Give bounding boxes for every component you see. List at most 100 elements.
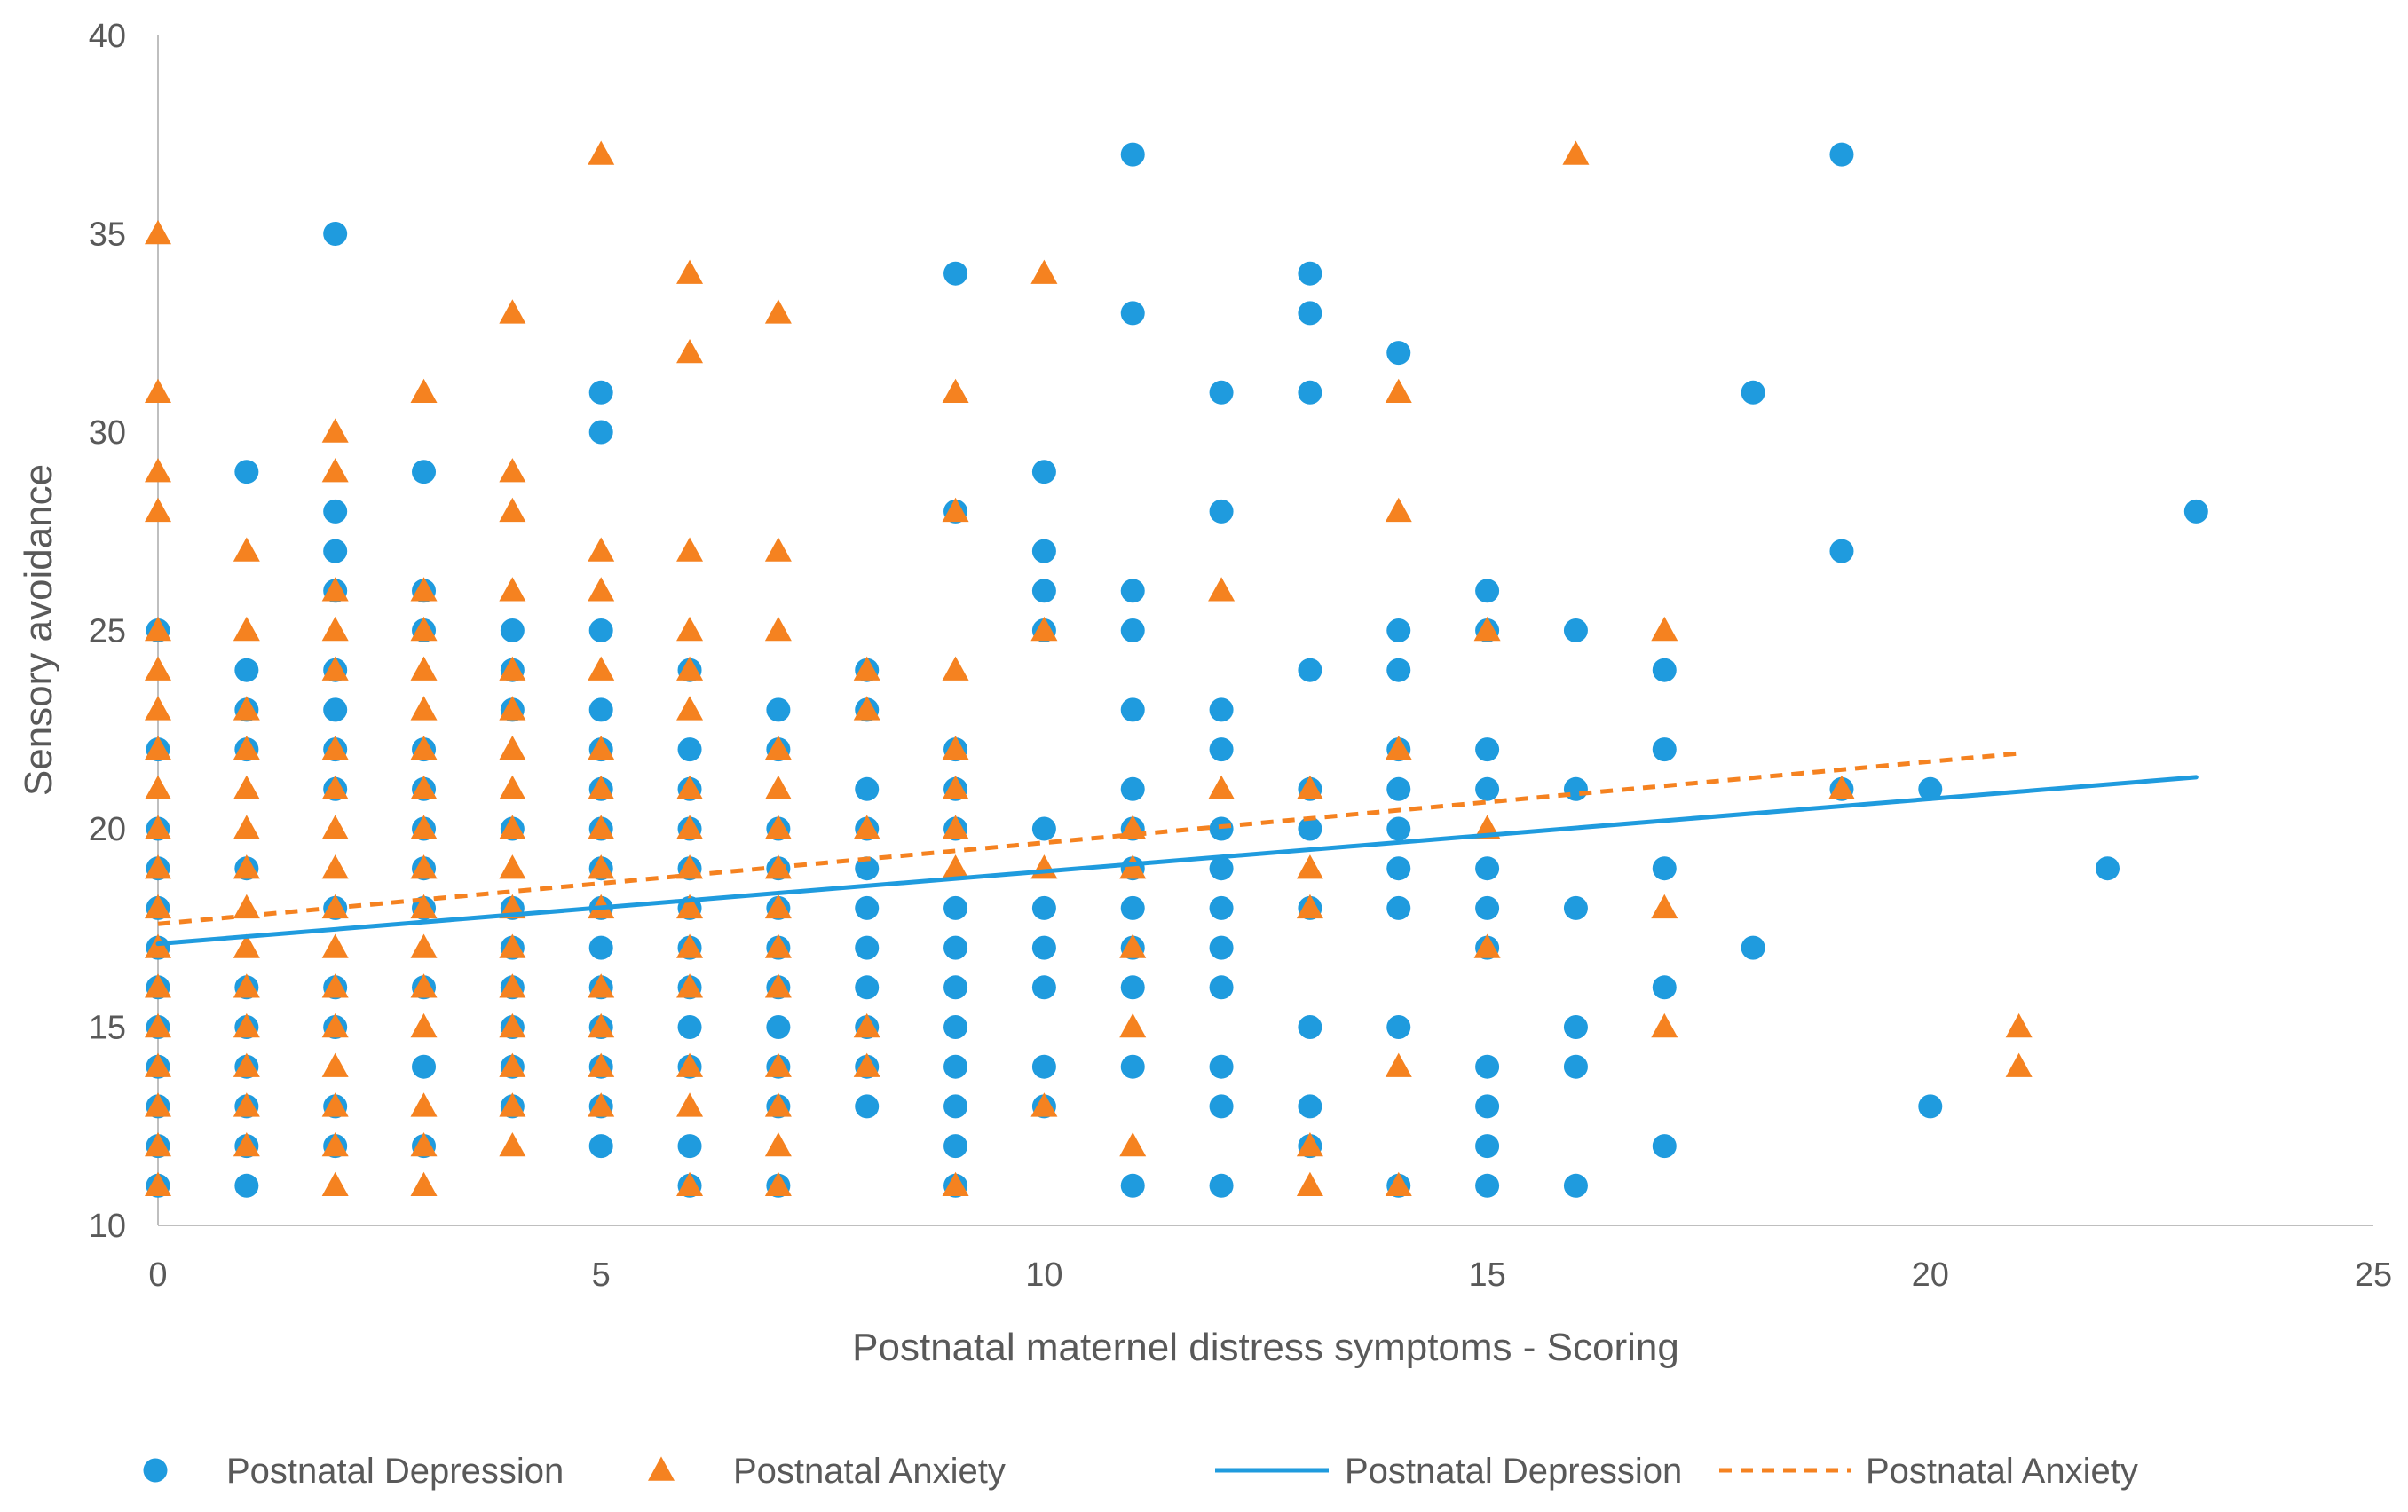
postnatal-depression-point: [1563, 895, 1588, 920]
postnatal-depression-point: [588, 420, 613, 445]
postnatal-anxiety-point: [588, 1012, 615, 1038]
postnatal-depression-point: [1120, 776, 1145, 801]
postnatal-anxiety-point: [410, 1012, 438, 1038]
postnatal-anxiety-point: [764, 1132, 792, 1157]
postnatal-anxiety-point: [676, 339, 704, 364]
postnatal-depression-point: [323, 222, 348, 246]
axes: [157, 35, 2373, 1226]
postnatal-anxiety-point: [853, 815, 880, 839]
postnatal-depression-point: [1120, 1173, 1145, 1198]
postnatal-anxiety-point: [233, 894, 260, 919]
postnatal-depression-point: [1475, 895, 1500, 920]
postnatal-depression-point: [677, 1015, 702, 1039]
postnatal-anxiety-point: [410, 815, 438, 839]
postnatal-depression-point: [1298, 1094, 1322, 1119]
postnatal-anxiety-point: [1296, 1171, 1323, 1196]
postnatal-anxiety-point: [942, 497, 969, 523]
postnatal-depression-point: [1652, 658, 1677, 682]
postnatal-anxiety-point: [764, 815, 792, 839]
postnatal-anxiety-point: [145, 933, 171, 958]
x-axis-title: Postnatal maternel distress symptoms - S…: [852, 1326, 1679, 1369]
postnatal-depression-point: [1120, 975, 1145, 1000]
postnatal-anxiety-point: [321, 933, 349, 958]
postnatal-anxiety-point: [499, 933, 526, 958]
postnatal-depression-point: [943, 1054, 968, 1079]
postnatal-depression-point: [1563, 1015, 1588, 1039]
postnatal-anxiety-point: [410, 656, 438, 681]
x-tick-label: 20: [1912, 1256, 1949, 1294]
postnatal-depression-point: [943, 1094, 968, 1119]
postnatal-anxiety-point: [145, 854, 171, 879]
postnatal-anxiety-point: [145, 378, 171, 403]
postnatal-anxiety-point: [410, 577, 438, 602]
y-tick-label: 20: [89, 811, 126, 848]
postnatal-anxiety-point: [145, 1132, 171, 1157]
postnatal-anxiety-point: [764, 616, 792, 642]
postnatal-depression-point: [588, 697, 613, 722]
postnatal-anxiety-point: [321, 1012, 349, 1038]
postnatal-depression-point: [1386, 1015, 1411, 1039]
postnatal-depression-point: [323, 499, 348, 524]
postnatal-anxiety-point: [676, 1092, 704, 1117]
postnatal-depression-point: [1563, 618, 1588, 642]
postnatal-depression-point: [1298, 658, 1322, 682]
postnatal-anxiety-point: [321, 1052, 349, 1077]
postnatal-depression-point: [1031, 975, 1056, 1000]
postnatal-anxiety-point: [499, 1132, 526, 1157]
postnatal-anxiety-point: [145, 775, 171, 799]
postnatal-depression-point: [855, 776, 880, 801]
postnatal-anxiety-point: [233, 854, 260, 879]
y-tick-label: 15: [89, 1010, 126, 1047]
postnatal-anxiety-point: [764, 299, 792, 324]
y-tick-label: 30: [89, 414, 126, 452]
postnatal-anxiety-point: [233, 616, 260, 642]
postnatal-anxiety-point: [676, 1052, 704, 1077]
postnatal-depression-point: [677, 737, 702, 762]
postnatal-depression-point: [1031, 1054, 1056, 1079]
postnatal-anxiety-point: [588, 815, 615, 839]
postnatal-anxiety-point: [1030, 616, 1058, 642]
postnatal-depression-point: [588, 618, 613, 642]
postnatal-anxiety-point: [588, 854, 615, 879]
y-tick-label: 10: [89, 1208, 126, 1245]
postnatal-depression-point: [234, 460, 259, 484]
postnatal-anxiety-point: [499, 458, 526, 483]
postnatal-depression-point: [855, 975, 880, 1000]
postnatal-anxiety-point: [145, 1092, 171, 1117]
postnatal-anxiety-point: [1651, 894, 1678, 919]
postnatal-anxiety-point: [676, 815, 704, 839]
postnatal-depression-point: [1475, 1134, 1500, 1159]
postnatal-depression-point: [1031, 816, 1056, 841]
postnatal-depression-point: [1918, 776, 1943, 801]
postnatal-depression-point: [1475, 776, 1500, 801]
legend-postnatal-depression-marker: [143, 1458, 168, 1483]
postnatal-anxiety-point: [499, 1052, 526, 1077]
y-tick-label: 40: [89, 18, 126, 55]
postnatal-depression-point: [943, 261, 968, 286]
postnatal-anxiety-point: [321, 458, 349, 483]
postnatal-anxiety-point: [499, 1012, 526, 1038]
y-tick-labels: 10 15 20 25 30 35 40: [89, 18, 126, 1245]
postnatal-anxiety-point: [499, 577, 526, 602]
postnatal-depression-point: [1652, 975, 1677, 1000]
postnatal-anxiety-point: [1828, 775, 1855, 799]
postnatal-depression-point: [1652, 856, 1677, 881]
postnatal-depression-trendline: [155, 775, 2199, 947]
postnatal-depression-point: [1563, 1054, 1588, 1079]
postnatal-anxiety-point: [853, 696, 880, 721]
postnatal-anxiety-point: [410, 378, 438, 403]
postnatal-anxiety-point: [676, 775, 704, 799]
postnatal-anxiety-point: [499, 656, 526, 681]
postnatal-anxiety-point: [145, 696, 171, 721]
postnatal-depression-point: [1386, 776, 1411, 801]
postnatal-anxiety-point: [942, 378, 969, 403]
postnatal-depression-point: [1918, 1094, 1943, 1119]
postnatal-anxiety-point: [588, 656, 615, 681]
postnatal-depression-point: [1298, 301, 1322, 326]
postnatal-anxiety-point: [1473, 933, 1501, 958]
postnatal-anxiety-point: [499, 854, 526, 879]
postnatal-depression-point: [1209, 737, 1234, 762]
postnatal-anxiety-point: [1296, 1132, 1323, 1157]
